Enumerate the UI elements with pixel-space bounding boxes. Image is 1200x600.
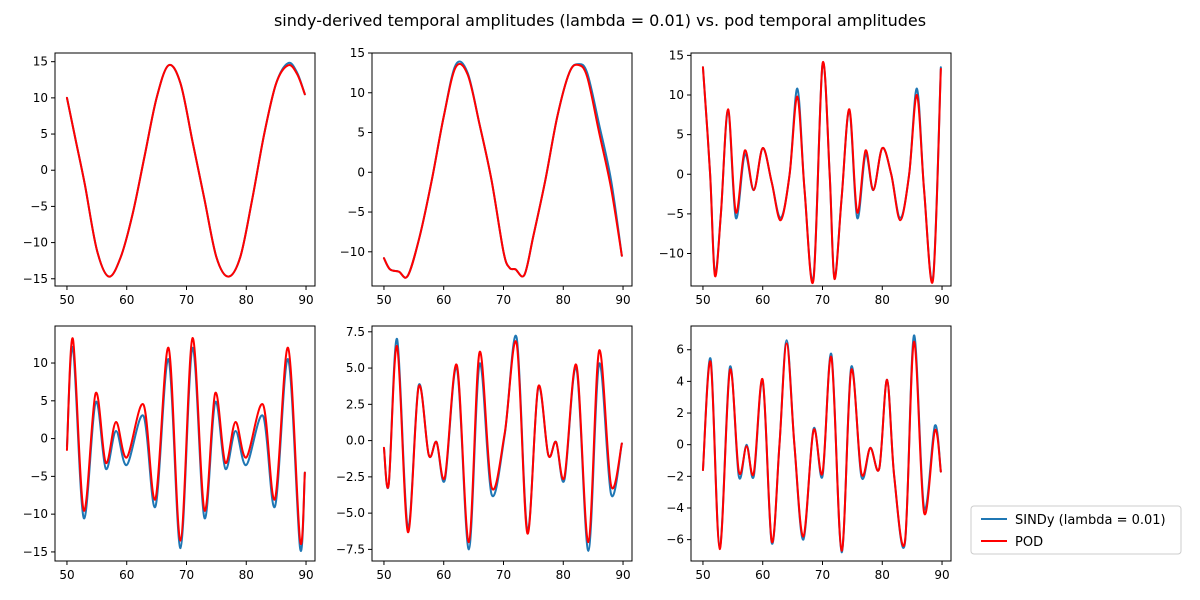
x-tick-label: 80 bbox=[556, 568, 571, 582]
legend: SINDy (lambda = 0.01) POD bbox=[970, 505, 1182, 555]
y-tick-label: 0.0 bbox=[346, 434, 365, 448]
subplot-1: 50 60 70 80 90 −15 −10 −5 0 5 10 15 bbox=[23, 52, 316, 307]
pod-series-line bbox=[701, 60, 942, 284]
y-tick-label: −5 bbox=[666, 207, 684, 221]
x-tick-label: 90 bbox=[934, 293, 949, 307]
y-tick-label: −10 bbox=[340, 245, 365, 259]
x-tick-label: 50 bbox=[376, 293, 391, 307]
y-tick-label: 15 bbox=[669, 48, 684, 62]
y-tick-label: −6 bbox=[666, 533, 684, 547]
x-tick-label: 70 bbox=[815, 293, 830, 307]
subplot-5: 50 60 70 80 90 −7.5 −5.0 −2.5 0.0 2.5 5.0 7.5 bbox=[336, 325, 633, 582]
x-tick-label: 60 bbox=[755, 293, 770, 307]
x-tick-label: 60 bbox=[436, 568, 451, 582]
y-tick-label: 5 bbox=[40, 394, 48, 408]
x-tick-label: 80 bbox=[556, 293, 571, 307]
pod-series-line bbox=[65, 337, 306, 545]
axes-frame bbox=[690, 52, 952, 287]
y-tick-label: −10 bbox=[23, 507, 48, 521]
y-tick-label: 0 bbox=[40, 163, 48, 177]
x-tick-label: 50 bbox=[59, 568, 74, 582]
figure-title: sindy-derived temporal amplitudes (lambd… bbox=[274, 11, 926, 30]
y-tick-label: −2 bbox=[666, 469, 684, 483]
y-tick-label: 15 bbox=[33, 55, 48, 69]
x-tick-label: 70 bbox=[496, 293, 511, 307]
x-tick-label: 70 bbox=[179, 293, 194, 307]
sindy-series-line bbox=[65, 61, 306, 278]
x-tick-label: 80 bbox=[875, 293, 890, 307]
subplot-2: 50 60 70 80 90 −10 −5 0 5 10 15 bbox=[340, 46, 633, 307]
y-tick-label: −4 bbox=[666, 501, 684, 515]
x-tick-label: 60 bbox=[119, 293, 134, 307]
sindy-series-line bbox=[701, 334, 942, 554]
y-tick-label: 10 bbox=[33, 356, 48, 370]
x-tick-label: 60 bbox=[755, 568, 770, 582]
y-tick-label: −7.5 bbox=[336, 542, 365, 556]
legend-label-sindy: SINDy (lambda = 0.01) bbox=[1015, 513, 1166, 528]
y-tick-label: 2 bbox=[676, 406, 684, 420]
y-tick-label: 10 bbox=[350, 86, 365, 100]
y-tick-label: −5.0 bbox=[336, 506, 365, 520]
axes-frame bbox=[371, 325, 633, 562]
subplot-6: 50 60 70 80 90 −6 −4 −2 0 2 4 6 bbox=[666, 325, 952, 582]
x-tick-label: 90 bbox=[934, 568, 949, 582]
x-tick-label: 60 bbox=[119, 568, 134, 582]
y-tick-label: 0 bbox=[676, 438, 684, 452]
subplot-4: 50 60 70 80 90 −15 −10 −5 0 5 10 bbox=[23, 325, 316, 582]
y-tick-label: −5 bbox=[347, 205, 365, 219]
y-tick-label: 5 bbox=[676, 128, 684, 142]
y-tick-label: −15 bbox=[23, 545, 48, 559]
y-tick-label: 5 bbox=[40, 127, 48, 141]
legend-label-pod: POD bbox=[1015, 535, 1043, 550]
y-tick-label: −10 bbox=[659, 247, 684, 261]
y-tick-label: 10 bbox=[669, 88, 684, 102]
y-tick-label: −5 bbox=[30, 469, 48, 483]
x-tick-label: 50 bbox=[59, 293, 74, 307]
axes-frame bbox=[54, 325, 316, 562]
y-tick-label: −10 bbox=[23, 236, 48, 250]
x-tick-label: 50 bbox=[695, 293, 710, 307]
pod-series-line bbox=[65, 63, 306, 278]
y-tick-label: 2.5 bbox=[346, 397, 365, 411]
x-tick-label: 70 bbox=[496, 568, 511, 582]
y-tick-label: 6 bbox=[676, 343, 684, 357]
y-tick-label: 0 bbox=[357, 165, 365, 179]
axes-frame bbox=[371, 52, 633, 287]
x-tick-label: 70 bbox=[815, 568, 830, 582]
x-tick-label: 90 bbox=[298, 293, 313, 307]
y-tick-label: 0 bbox=[676, 167, 684, 181]
y-tick-label: 10 bbox=[33, 91, 48, 105]
y-tick-label: −5 bbox=[30, 199, 48, 213]
x-tick-label: 80 bbox=[239, 568, 254, 582]
y-tick-label: 15 bbox=[350, 46, 365, 60]
sindy-series-line bbox=[701, 61, 942, 282]
pod-series-line bbox=[382, 62, 623, 279]
y-tick-label: 0 bbox=[40, 432, 48, 446]
legend-frame bbox=[970, 505, 1182, 555]
pod-series-line bbox=[382, 340, 623, 544]
x-tick-label: 80 bbox=[239, 293, 254, 307]
x-tick-label: 50 bbox=[376, 568, 391, 582]
x-tick-label: 60 bbox=[436, 293, 451, 307]
y-tick-label: −2.5 bbox=[336, 470, 365, 484]
axes-frame bbox=[690, 325, 952, 562]
y-tick-label: −15 bbox=[23, 272, 48, 286]
pod-series-line bbox=[701, 340, 942, 552]
y-tick-label: 5 bbox=[357, 126, 365, 140]
y-tick-label: 7.5 bbox=[346, 325, 365, 339]
x-tick-label: 50 bbox=[695, 568, 710, 582]
axes-frame bbox=[54, 52, 316, 287]
x-tick-label: 90 bbox=[615, 293, 630, 307]
x-tick-label: 90 bbox=[298, 568, 313, 582]
y-tick-label: 5.0 bbox=[346, 361, 365, 375]
x-tick-label: 80 bbox=[875, 568, 890, 582]
x-tick-label: 70 bbox=[179, 568, 194, 582]
subplot-3: 50 60 70 80 90 −10 −5 0 5 10 15 bbox=[659, 48, 952, 307]
y-tick-label: 4 bbox=[676, 374, 684, 388]
x-tick-label: 90 bbox=[615, 568, 630, 582]
